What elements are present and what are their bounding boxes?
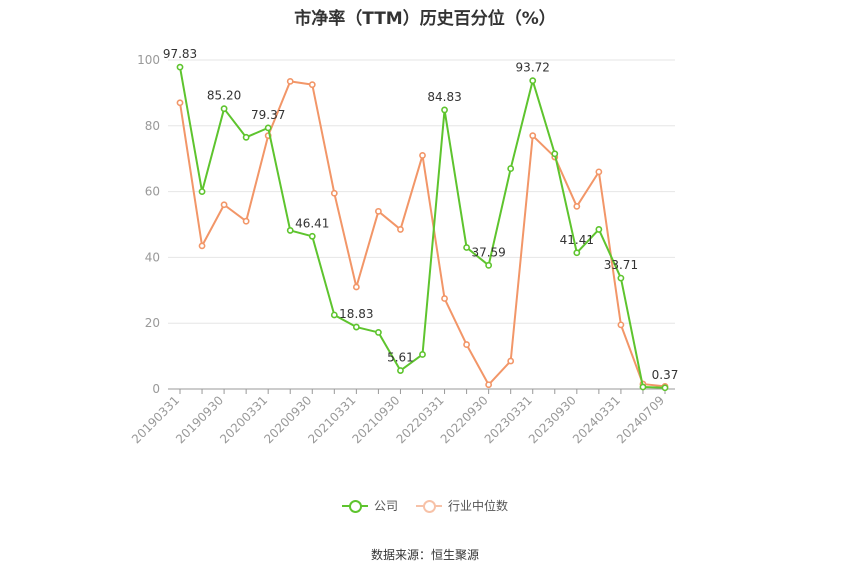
y-tick-label-100: 100 (137, 53, 160, 67)
point-1-20220930 (485, 381, 493, 389)
y-tick-label-80: 80 (145, 119, 160, 133)
y-tick-label-40: 40 (145, 250, 160, 264)
point-0-20230930 (573, 249, 581, 257)
point-1-20230930 (573, 203, 581, 210)
point-1-20240331 (617, 321, 625, 329)
data-label-20190331: 97.83 (163, 47, 197, 61)
series-company (176, 63, 669, 392)
point-1-20190331 (176, 99, 184, 107)
legend-label-company: 公司 (373, 499, 398, 513)
point-1-20230331 (529, 132, 537, 140)
data-label-20230930: 41.41 (560, 233, 594, 247)
point-0-20231231 (595, 226, 603, 233)
data-label-20240709: 0.37 (652, 368, 679, 382)
point-0-20221231 (507, 165, 515, 172)
point-0-20211231 (419, 351, 426, 358)
data-label-20230331: 93.72 (516, 61, 550, 75)
point-1-20220630 (463, 341, 470, 348)
point-0-20190930 (220, 105, 228, 113)
data-label-20220331: 84.83 (427, 90, 461, 104)
point-0-20230630 (551, 150, 559, 158)
point-0-20240630 (639, 383, 647, 391)
point-1-20210331 (352, 283, 360, 291)
point-0-20240709 (661, 384, 669, 392)
point-1-20191231 (242, 217, 250, 225)
data-label-20240331: 33.71 (604, 258, 638, 272)
point-1-20201231 (330, 189, 338, 197)
point-0-20190331 (176, 63, 184, 71)
gridlines (168, 59, 675, 324)
point-0-20200630 (286, 227, 294, 234)
point-0-20210331 (352, 323, 360, 331)
data-label-20200331: 79.37 (251, 108, 285, 122)
point-1-20220331 (441, 295, 448, 302)
x-tick-label-20240709: 20240709 (614, 393, 667, 446)
data-label-20200930: 46.41 (295, 216, 329, 230)
data-source: 数据来源：恒生聚源 (370, 548, 479, 562)
point-0-20210930 (397, 367, 404, 374)
point-0-20200331 (264, 124, 272, 132)
point-1-20200930 (308, 81, 316, 89)
point-1-20221231 (507, 357, 515, 365)
data-label-20210930: 5.61 (387, 351, 414, 365)
data-label-20220930: 37.59 (471, 245, 505, 259)
series-industry-median (176, 77, 669, 390)
point-0-20220930 (485, 261, 493, 269)
point-1-20190630 (198, 242, 206, 250)
y-axis: 0 20 40 60 80 100 (137, 53, 160, 396)
y-tick-label-20: 20 (145, 316, 160, 330)
x-axis: 2019033120190930202003312020093020210331… (129, 388, 675, 446)
data-label-20190930: 85.20 (207, 89, 241, 103)
chart-title: 市净率（TTM）历史百分位（%） (294, 9, 556, 29)
point-0-20230331 (529, 77, 537, 85)
point-0-20220630 (463, 244, 470, 251)
data-label-20210331: 18.83 (339, 307, 373, 321)
point-1-20211231 (419, 152, 426, 159)
legend-label-industry-median: 行业中位数 (448, 499, 509, 513)
point-0-20210630 (375, 329, 382, 336)
point-0-20201231 (330, 311, 338, 319)
point-1-20231231 (595, 168, 603, 176)
point-1-20190930 (220, 201, 228, 209)
point-0-20200930 (308, 232, 316, 240)
series-layer (176, 63, 669, 392)
point-0-20191231 (242, 133, 250, 141)
y-tick-label-0: 0 (152, 382, 160, 396)
y-tick-label-60: 60 (145, 185, 160, 199)
point-0-20220331 (441, 106, 448, 114)
point-0-20190630 (198, 188, 206, 195)
legend-swatch-company (341, 499, 368, 513)
point-1-20210930 (397, 226, 404, 233)
point-1-20200630 (286, 77, 294, 85)
legend: 公司 行业中位数 (0, 497, 850, 514)
point-0-20240331 (617, 274, 625, 282)
legend-swatch-industry-median (416, 499, 442, 513)
legend-item-company[interactable]: 公司 (341, 497, 398, 514)
legend-item-industry-median[interactable]: 行业中位数 (416, 497, 508, 514)
point-1-20210630 (375, 207, 382, 215)
data-labels: 97.83 85.20 79.37 46.41 18.83 5.61 84.83 37.59 9… (163, 47, 679, 382)
